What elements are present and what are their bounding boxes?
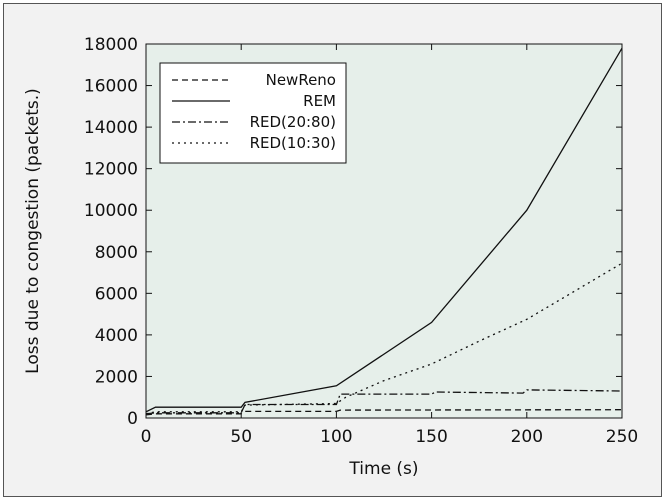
x-tick-label: 150 — [415, 427, 447, 447]
y-tick-label: 18000 — [84, 35, 138, 55]
series-line-red-20-80 — [145, 389, 623, 415]
x-tick-label: 0 — [141, 427, 152, 447]
y-tick-label: 14000 — [84, 118, 138, 138]
x-axis-title: Time (s) — [348, 459, 418, 479]
x-tick-label: 200 — [511, 427, 543, 447]
y-tick-label: 12000 — [84, 160, 138, 180]
legend-label: RED(20:80) — [250, 113, 336, 131]
y-tick-label: 16000 — [84, 77, 138, 97]
y-tick-label: 4000 — [95, 326, 138, 346]
legend: NewReno REM RED(20:80) RED(10:30) — [159, 62, 347, 164]
series-line-rem — [145, 47, 623, 413]
x-tick-label: 250 — [606, 427, 638, 447]
axis-ticks: 0200040006000800010000120001400016000180… — [84, 35, 638, 447]
y-tick-label: 10000 — [84, 201, 138, 221]
y-tick-label: 2000 — [95, 367, 138, 387]
x-tick-label: 100 — [320, 427, 352, 447]
series-layer — [145, 47, 623, 416]
y-tick-label: 0 — [127, 409, 138, 429]
series-line-newreno — [145, 409, 623, 416]
legend-label: NewReno — [266, 71, 336, 89]
legend-box — [159, 62, 347, 164]
plot-border — [145, 43, 623, 419]
legend-label: RED(10:30) — [250, 134, 336, 152]
y-tick-label: 6000 — [95, 284, 138, 304]
x-tick-label: 50 — [230, 427, 252, 447]
legend-label: REM — [303, 92, 336, 110]
y-axis-title: Loss due to congestion (packets.) — [23, 88, 43, 374]
y-tick-label: 8000 — [95, 243, 138, 263]
